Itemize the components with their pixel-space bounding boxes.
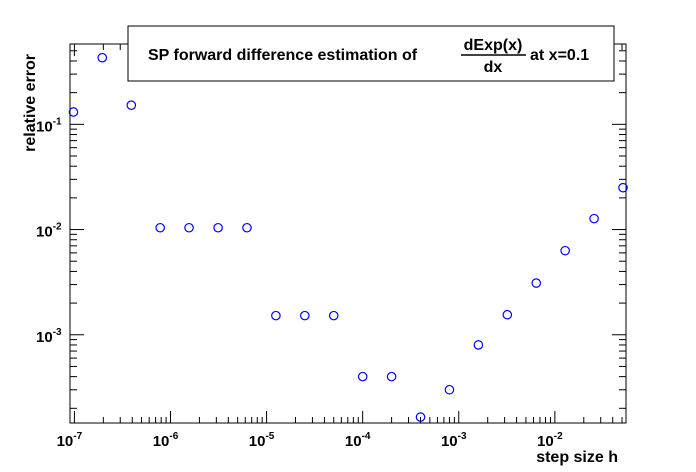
title-prefix: SP forward difference estimation of bbox=[148, 47, 418, 64]
y-tick-label: 10-3 bbox=[36, 327, 62, 346]
x-tick-label: 10-4 bbox=[345, 431, 371, 450]
x-axis-title: step size h bbox=[536, 449, 618, 466]
x-tick-label: 10-7 bbox=[57, 431, 83, 450]
y-axis-title: relative error bbox=[22, 54, 39, 152]
data-point bbox=[155, 222, 165, 233]
data-point bbox=[242, 222, 252, 233]
data-point bbox=[271, 310, 281, 321]
plot-frame bbox=[69, 43, 627, 424]
data-point bbox=[97, 52, 108, 63]
chart-title: SP forward difference estimation of dExp… bbox=[127, 25, 615, 82]
data-point bbox=[386, 371, 397, 382]
data-point bbox=[357, 371, 368, 382]
y-axis bbox=[70, 50, 626, 409]
y-tick-label: 10-1 bbox=[36, 116, 62, 135]
x-tick-label: 10-3 bbox=[441, 431, 467, 450]
title-suffix: at x=0.1 bbox=[530, 47, 589, 64]
title-denominator: dx bbox=[484, 59, 503, 76]
x-tick-label: 10-5 bbox=[249, 431, 275, 450]
title-numerator: dExp(x) bbox=[464, 37, 523, 54]
data-point bbox=[300, 310, 310, 321]
data-point bbox=[473, 340, 484, 350]
data-point bbox=[415, 412, 426, 422]
y-tick-labels: 10-1 10-2 10-3 bbox=[36, 116, 62, 345]
x-tick-label: 10-6 bbox=[153, 431, 179, 450]
data-point bbox=[126, 100, 137, 110]
y-tick-label: 10-2 bbox=[36, 222, 62, 241]
data-point bbox=[618, 182, 628, 193]
x-tick-labels: 10-7 10-6 10-5 10-4 10-3 10-2 bbox=[57, 431, 563, 450]
data-point bbox=[184, 222, 194, 233]
x-axis bbox=[69, 44, 623, 423]
data-point bbox=[531, 278, 542, 288]
data-point bbox=[560, 245, 570, 256]
data-point bbox=[68, 107, 79, 117]
data-point bbox=[589, 213, 599, 224]
data-point bbox=[444, 384, 455, 395]
data-point bbox=[328, 310, 339, 321]
title-box bbox=[127, 25, 615, 82]
data-point bbox=[213, 222, 223, 233]
data-points bbox=[68, 52, 628, 422]
x-tick-label: 10-2 bbox=[537, 431, 563, 450]
data-point bbox=[502, 309, 513, 320]
